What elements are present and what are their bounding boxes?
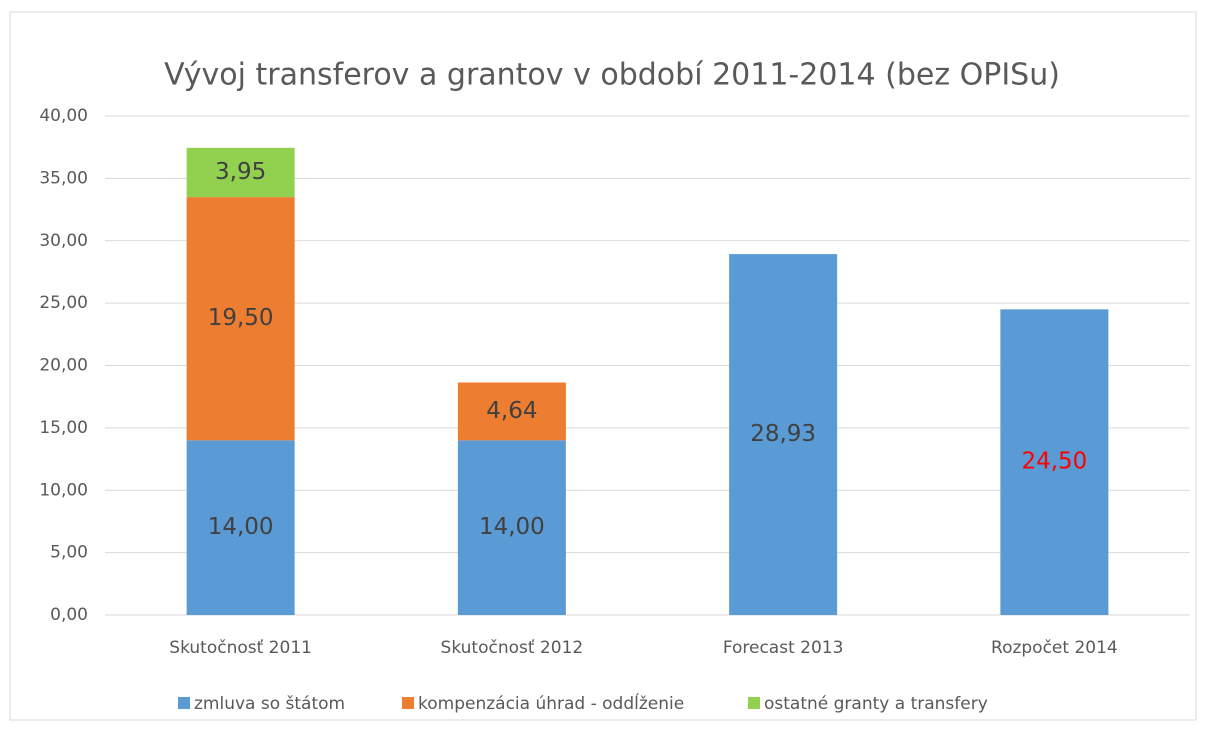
data-label: 14,00 [208, 514, 274, 540]
legend-label: ostatné granty a transfery [764, 694, 988, 714]
legend-swatch [402, 697, 414, 709]
legend-label: kompenzácia úhrad - oddĺženie [418, 692, 684, 714]
chart-title: Vývoj transferov a grantov v období 2011… [164, 58, 1060, 93]
legend-swatch [178, 697, 190, 709]
data-label: 24,50 [1021, 449, 1087, 475]
bar-segment [186, 197, 295, 441]
x-tick-label: Skutočnosť 2012 [441, 638, 584, 658]
y-tick-label: 30,00 [39, 231, 88, 251]
y-tick-label: 20,00 [39, 356, 88, 376]
y-tick-label: 25,00 [39, 293, 88, 313]
data-label: 3,95 [215, 159, 266, 185]
x-tick-label: Rozpočet 2014 [991, 638, 1118, 658]
x-tick-label: Forecast 2013 [723, 638, 844, 658]
bar-segment [186, 440, 295, 615]
bar-segment [457, 440, 566, 615]
data-label: 28,93 [750, 421, 816, 447]
x-tick-label: Skutočnosť 2011 [169, 638, 312, 658]
y-tick-label: 15,00 [39, 418, 88, 438]
y-tick-label: 0,00 [50, 605, 88, 625]
y-tick-label: 10,00 [39, 480, 88, 500]
bar-segment [729, 254, 838, 615]
y-tick-label: 5,00 [50, 543, 88, 563]
legend-label: zmluva so štátom [194, 694, 345, 714]
y-tick-label: 35,00 [39, 168, 88, 188]
data-label: 4,64 [486, 398, 537, 424]
bar-segment [186, 147, 295, 198]
legend-swatch [748, 697, 760, 709]
y-tick-label: 40,00 [39, 106, 88, 126]
data-label: 14,00 [479, 514, 545, 540]
bar-segment [1000, 309, 1109, 615]
bar-segment [457, 382, 566, 441]
data-label: 19,50 [208, 305, 274, 331]
